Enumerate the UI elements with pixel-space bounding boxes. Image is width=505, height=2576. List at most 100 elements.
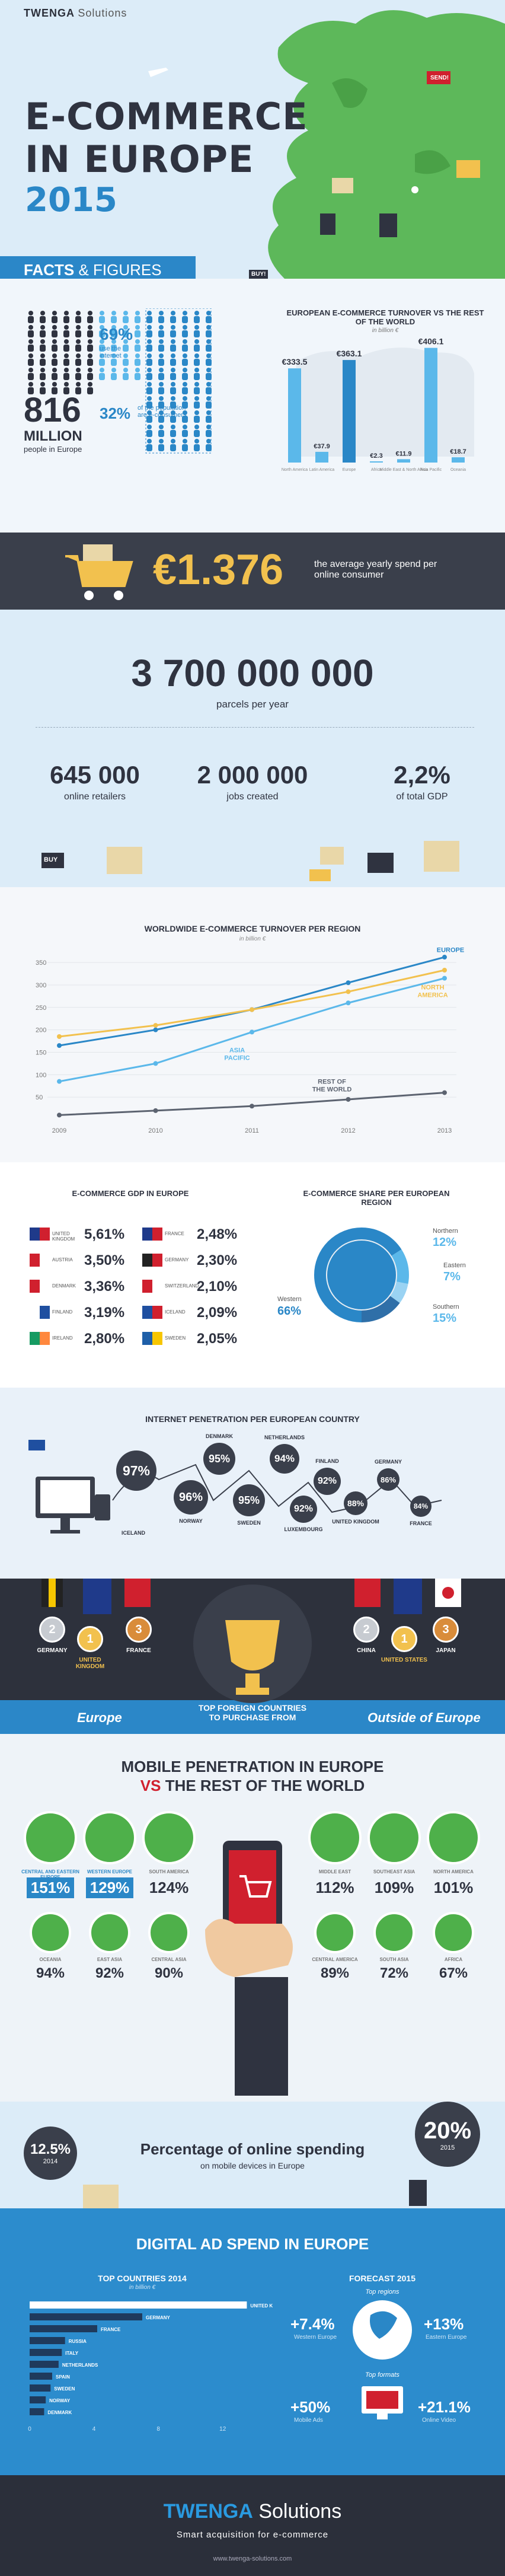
person-icon: [170, 311, 176, 323]
ad-axis-tick: 0: [28, 2426, 31, 2432]
y-tick-label: 250: [36, 1005, 46, 1012]
mobile-region-name: SOUTH ASIA: [379, 1957, 409, 1962]
medal-country: FRANCE: [126, 1647, 151, 1654]
turnover-bar: [370, 461, 383, 463]
penetration-circle: 92%: [290, 1496, 317, 1523]
spend-label: the average yearly spend per online cons…: [314, 559, 437, 580]
person-icon: [206, 425, 212, 437]
person-icon: [40, 353, 46, 366]
series-point: [57, 1043, 62, 1048]
foreign-countries-section: TOP FOREIGN COUNTRIES TO PURCHASE FROM E…: [0, 1579, 505, 1734]
penetration-circle: 95%: [233, 1484, 265, 1516]
brand-name: TWENGA: [24, 7, 75, 19]
share-northern-value: 12%: [433, 1236, 457, 1249]
series-point: [442, 1090, 447, 1095]
globe-icon: [373, 1912, 415, 1953]
penetration-country: GERMANY: [374, 1459, 402, 1465]
share-western-value: 66%: [277, 1305, 302, 1318]
globe-icon: [83, 1811, 136, 1864]
buy-sign: BUY: [44, 856, 58, 863]
ad-bar-label: ITALY: [65, 2351, 78, 2356]
series-point: [153, 1027, 158, 1032]
person-icon: [99, 353, 105, 366]
online-2015-circle: 20% 2015: [415, 2102, 480, 2167]
person-icon: [28, 368, 34, 380]
flag-icon: [142, 1306, 162, 1319]
person-icon: [182, 311, 188, 323]
footer: TWENGA Solutions Smart acquisition for e…: [0, 2475, 505, 2576]
series-point: [346, 980, 351, 986]
person-icon: [87, 339, 93, 352]
person-icon: [146, 425, 152, 437]
person-icon: [40, 368, 46, 380]
mobile-region-value: 124%: [149, 1879, 189, 1896]
person-icon: [123, 353, 129, 366]
online-illustration: [83, 2180, 427, 2208]
person-icon: [158, 410, 164, 423]
gdp-country-value: 5,61%: [84, 1226, 125, 1242]
medal-icon: 2: [353, 1617, 379, 1643]
turnover-bar: [343, 360, 356, 463]
penetration-country: NETHERLANDS: [264, 1434, 305, 1440]
person-icon: [170, 439, 176, 451]
mobile-title-b: THE REST OF THE WORLD: [165, 1777, 365, 1794]
person-icon: [146, 325, 152, 337]
gdp-country-value: 3,19%: [84, 1305, 125, 1321]
ad-bar-label: RUSSIA: [69, 2339, 87, 2344]
turnover-region: Latin America: [309, 468, 335, 472]
person-icon: [123, 311, 129, 323]
medal-country: GERMANY: [37, 1647, 68, 1654]
person-icon: [123, 339, 129, 352]
forecast-video-label: Online Video: [422, 2417, 456, 2424]
forecast-video-value: +21.1%: [418, 2398, 471, 2416]
series-label: EUROPE: [437, 947, 464, 954]
series-point: [153, 1023, 158, 1028]
online-sub: on mobile devices in Europe: [200, 2161, 305, 2170]
gdp-country-name: GERMANY: [165, 1257, 189, 1263]
person-icon: [28, 353, 34, 366]
person-icon: [194, 396, 200, 409]
person-icon: [28, 382, 34, 394]
turnover-region: Africa: [371, 468, 382, 472]
ecom-pct: 32%: [100, 404, 131, 422]
turnover-value: €333.5: [282, 357, 308, 366]
person-icon: [52, 311, 57, 323]
internet-pct: 69%: [100, 325, 133, 343]
person-icon: [99, 311, 105, 323]
person-icon: [135, 311, 140, 323]
person-icon: [75, 339, 81, 352]
gdp-country-value: 2,80%: [84, 1331, 125, 1347]
europe-label: Europe: [77, 1710, 122, 1725]
gdp-country-value: 2,09%: [197, 1305, 238, 1321]
mobile-region-name: OCEANIA: [39, 1957, 62, 1962]
penetration-circle: 95%: [203, 1443, 235, 1475]
turnover-region: Europe: [343, 468, 356, 472]
ad-bar-label: SWEDEN: [54, 2386, 75, 2392]
person-icon: [123, 368, 129, 380]
person-icon: [158, 439, 164, 451]
person-icon: [194, 311, 200, 323]
person-icon: [194, 325, 200, 337]
penetration-country: FRANCE: [410, 1520, 432, 1526]
flag-icon: [30, 1228, 50, 1241]
footer-url[interactable]: www.twenga-solutions.com: [213, 2555, 292, 2562]
ad-axis-tick: 4: [92, 2426, 96, 2432]
mobile-region-value: 89%: [320, 1965, 350, 1981]
person-icon: [194, 339, 200, 352]
person-icon: [87, 325, 93, 337]
mobile-region-name: CENTRAL AND EASTERN EUROPE: [21, 1869, 79, 1880]
stat-retailers-value: 645 000: [50, 761, 140, 789]
turnover-bar: [315, 451, 328, 463]
series-point: [442, 975, 447, 981]
person-icon: [99, 325, 105, 337]
person-icon: [206, 339, 212, 352]
mobile-region-value: 101%: [433, 1879, 474, 1896]
digital-ad-section: DIGITAL AD SPEND IN EUROPE TOP COUNTRIES…: [0, 2208, 505, 2475]
series-point: [153, 1108, 158, 1113]
series-point: [57, 1079, 62, 1084]
series-point: [250, 1029, 254, 1035]
page-title-line2: IN EUROPE: [25, 138, 254, 181]
ad-bar: [30, 2408, 44, 2415]
spend-section: €1.376 the average yearly spend per onli…: [0, 533, 505, 610]
person-icon: [170, 325, 176, 337]
